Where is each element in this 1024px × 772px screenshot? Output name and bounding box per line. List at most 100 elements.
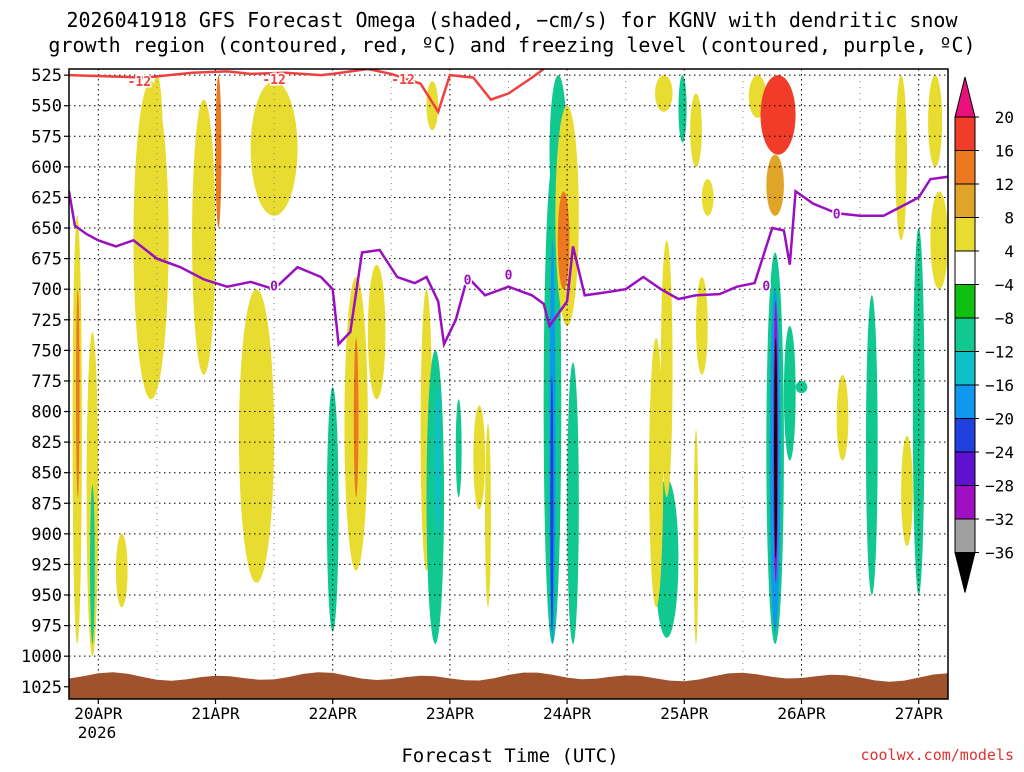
colorbar-tick-label-12: −32 [985, 510, 1014, 529]
omega-region-31 [660, 240, 673, 498]
y-tick-label-17: 950 [31, 586, 62, 606]
omega-region-36 [696, 276, 708, 375]
omega-region-52 [928, 75, 943, 167]
colorbar-bin-4 [954, 217, 976, 252]
omega-region-24 [550, 374, 554, 632]
watermark: coolwx.com/models [860, 746, 1014, 764]
omega-region-44 [774, 338, 778, 559]
freezing-contour-label-4: 0 [833, 207, 841, 222]
contour-layer: -12 -12 -12 0 0 0 0 0 [69, 69, 948, 349]
omega-region-40 [766, 154, 784, 216]
y-tick-label-0: 525 [31, 66, 62, 86]
x-tick-label-4: 24APR [543, 704, 592, 723]
colorbar-tick-label-7: −12 [985, 343, 1014, 362]
grid-layer [69, 69, 948, 699]
omega-region-27 [557, 191, 570, 290]
dgz-contour-label-2: -12 [391, 73, 414, 88]
colorbar-bin-13 [954, 518, 976, 553]
omega-region-4 [115, 533, 128, 608]
colorbar-tick-label-3: 8 [1004, 209, 1014, 228]
colorbar-bin-1 [954, 116, 976, 151]
y-tick-label-4: 625 [31, 188, 62, 208]
colorbar-tick-label-0: 20 [995, 108, 1014, 127]
x-tick-label-3: 23APR [426, 704, 475, 723]
y-tick-label-15: 900 [31, 525, 62, 545]
y-tick-label-8: 725 [31, 311, 62, 331]
colorbar: 20 16 12 8 4 −4 −8 −12 −16 −20 −24 −28 −32 −36 [954, 76, 1014, 593]
y-tick-label-6: 675 [31, 250, 62, 270]
y-tick-label-10: 775 [31, 372, 62, 392]
freezing-level-contour [69, 175, 948, 349]
x-axis-title: Forecast Time (UTC) [401, 745, 618, 767]
chart-title-line-1: 2026041918 GFS Forecast Omega (shaded, −… [66, 8, 958, 32]
plot-frame [68, 68, 949, 700]
omega-region-13 [353, 338, 359, 498]
colorbar-tick-label-10: −24 [985, 443, 1014, 462]
y-tick-label-5: 650 [31, 219, 62, 239]
x-axis: 2026 20APR 21APR 22APR 23APR 24APR 25APR 26APR… [74, 699, 943, 742]
y-tick-label-7: 700 [31, 280, 62, 300]
colorbar-bin-9 [954, 384, 976, 419]
dgz-contour [69, 69, 545, 115]
omega-region-9 [238, 289, 275, 583]
y-tick-label-1: 550 [31, 97, 62, 117]
omega-region-39 [760, 75, 796, 155]
omega-region-35 [701, 179, 714, 216]
colorbar-tick-label-13: −36 [985, 544, 1014, 563]
omega-region-32 [649, 338, 664, 608]
omega-region-16 [426, 81, 439, 131]
y-tick-label-2: 575 [31, 127, 62, 147]
y-tick-label-13: 850 [31, 464, 62, 484]
y-tick-label-18: 975 [31, 617, 62, 637]
omega-region-51 [912, 228, 925, 596]
colorbar-tick-label-2: 12 [995, 175, 1014, 194]
omega-region-10 [250, 81, 298, 216]
colorbar-bin-2 [954, 150, 976, 185]
x-tick-label-0: 20APR [74, 704, 123, 723]
freezing-contour-label-0: 0 [270, 280, 278, 295]
colorbar-bin-6 [954, 284, 976, 319]
colorbar-tick-label-4: 4 [1004, 242, 1014, 261]
x-tick-label-6: 26APR [777, 704, 826, 723]
freezing-contour-label-3: 0 [762, 280, 770, 295]
omega-region-3 [90, 484, 95, 644]
colorbar-bottom-arrow [954, 552, 976, 593]
freezing-contour-label-1: 0 [464, 273, 472, 288]
dgz-contour-label-1: -12 [262, 73, 285, 88]
colorbar-tick-label-8: −16 [985, 376, 1014, 395]
y-tick-label-9: 750 [31, 341, 62, 361]
x-tick-label-1: 21APR [191, 704, 240, 723]
omega-region-33 [678, 75, 687, 143]
colorbar-bin-3 [954, 183, 976, 218]
y-tick-label-3: 600 [31, 158, 62, 178]
omega-region-28 [567, 362, 579, 644]
omega-region-18 [434, 387, 441, 534]
colorbar-bin-11 [954, 451, 976, 486]
colorbar-tick-label-1: 16 [995, 142, 1014, 161]
omega-region-20 [473, 405, 486, 510]
omega-region-46 [795, 380, 808, 394]
omega-region-7 [192, 99, 216, 375]
x-tick-label-2: 22APR [309, 704, 358, 723]
omega-region-47 [836, 374, 849, 461]
y-axis: 525 550 575 600 625 650 675 700 725 750 775 800 825 8… [21, 66, 69, 698]
ground-terrain [69, 672, 948, 699]
omega-region-1 [76, 289, 80, 498]
chart-title-line-2: growth region (contoured, red, ºC) and f… [48, 33, 975, 57]
x-axis-year-label: 2026 [78, 723, 117, 742]
colorbar-bin-12 [954, 485, 976, 520]
omega-region-6 [151, 75, 163, 204]
omega-region-45 [783, 325, 796, 461]
y-tick-label-14: 875 [31, 494, 62, 514]
freezing-contour-label-2: 0 [505, 269, 513, 284]
omega-region-5 [133, 81, 169, 400]
omega-region-48 [865, 295, 878, 596]
omega-region-29 [655, 75, 673, 112]
ground-layer [69, 672, 948, 699]
dgz-contour-label-0: -12 [128, 75, 151, 90]
y-tick-label-16: 925 [31, 555, 62, 575]
colorbar-bin-8 [954, 351, 976, 386]
colorbar-bin-5 [954, 250, 976, 285]
colorbar-tick-label-11: −28 [985, 477, 1014, 496]
